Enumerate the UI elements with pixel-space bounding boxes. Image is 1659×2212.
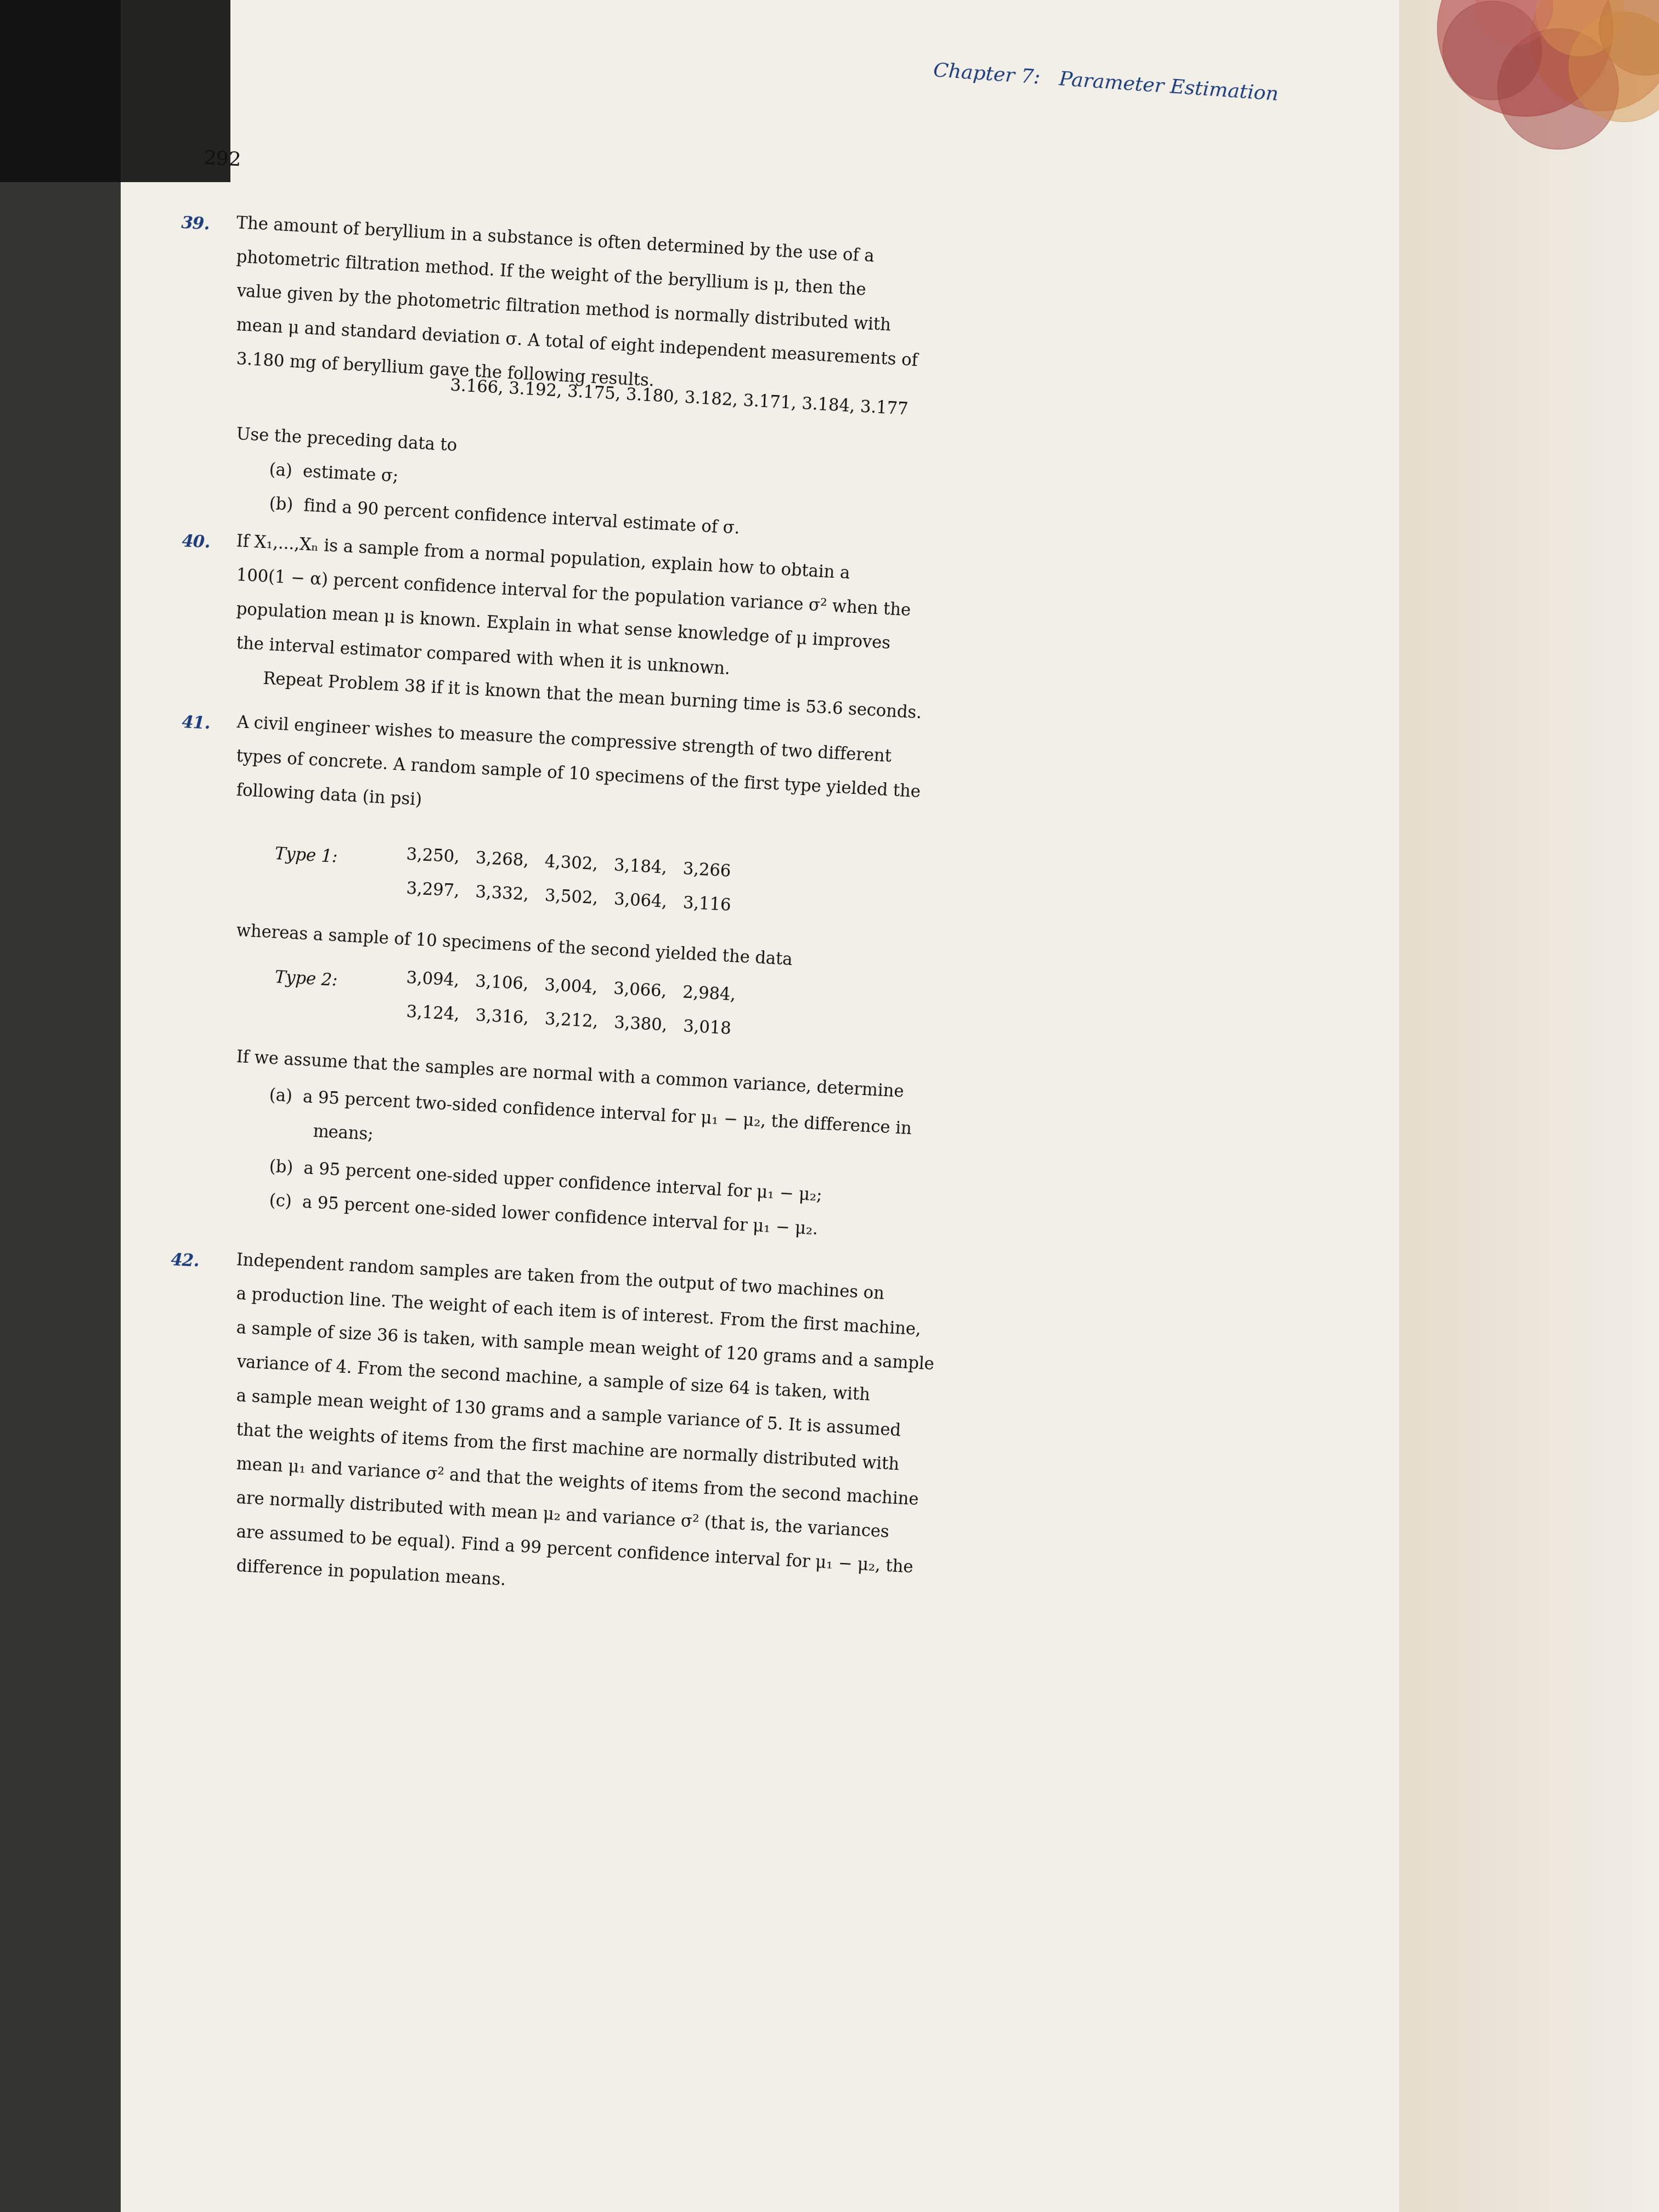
Text: 3,250,   3,268,   4,302,   3,184,   3,266: 3,250, 3,268, 4,302, 3,184, 3,266 <box>406 845 732 880</box>
Text: Independent random samples are taken from the output of two machines on: Independent random samples are taken fro… <box>236 1252 884 1303</box>
Bar <box>1627 0 1636 2212</box>
Bar <box>1425 0 1433 2212</box>
Text: 292: 292 <box>202 148 242 170</box>
Bar <box>1408 0 1417 2212</box>
Bar <box>0 0 121 2212</box>
Text: 100(1 − α) percent confidence interval for the population variance σ² when the: 100(1 − α) percent confidence interval f… <box>236 566 911 619</box>
Text: 42.: 42. <box>171 1252 201 1270</box>
Bar <box>1433 0 1443 2212</box>
Text: a sample of size 36 is taken, with sample mean weight of 120 grams and a sample: a sample of size 36 is taken, with sampl… <box>236 1321 934 1374</box>
Bar <box>1619 0 1627 2212</box>
Text: 40.: 40. <box>181 533 211 551</box>
Text: If we assume that the samples are normal with a common variance, determine: If we assume that the samples are normal… <box>236 1048 904 1102</box>
Bar <box>1574 0 1583 2212</box>
Bar <box>1478 0 1486 2212</box>
Bar <box>1644 0 1654 2212</box>
Circle shape <box>1443 0 1541 100</box>
Bar <box>0 0 231 181</box>
Bar <box>1548 0 1556 2212</box>
Bar <box>1654 0 1659 2212</box>
Text: The amount of beryllium in a substance is often determined by the use of a: The amount of beryllium in a substance i… <box>236 215 874 265</box>
Bar <box>1486 0 1495 2212</box>
Text: Use the preceding data to: Use the preceding data to <box>236 427 458 456</box>
Circle shape <box>1498 29 1619 148</box>
Bar <box>1521 0 1531 2212</box>
Text: photometric filtration method. If the weight of the beryllium is μ, then the: photometric filtration method. If the we… <box>236 250 866 299</box>
Circle shape <box>1569 11 1659 122</box>
Text: types of concrete. A random sample of 10 specimens of the first type yielded the: types of concrete. A random sample of 10… <box>236 748 921 801</box>
Text: A civil engineer wishes to measure the compressive strength of two different: A civil engineer wishes to measure the c… <box>236 714 893 765</box>
Circle shape <box>1536 0 1624 55</box>
Text: variance of 4. From the second machine, a sample of size 64 is taken, with: variance of 4. From the second machine, … <box>236 1354 871 1405</box>
Text: value given by the photometric filtration method is normally distributed with: value given by the photometric filtratio… <box>236 283 891 334</box>
Bar <box>1452 0 1460 2212</box>
Text: that the weights of items from the first machine are normally distributed with: that the weights of items from the first… <box>236 1422 899 1473</box>
Text: a sample mean weight of 130 grams and a sample variance of 5. It is assumed: a sample mean weight of 130 grams and a … <box>236 1387 901 1440</box>
Text: means;: means; <box>312 1124 375 1144</box>
Bar <box>1609 0 1619 2212</box>
Bar <box>1540 0 1548 2212</box>
Text: If X₁,...,Xₙ is a sample from a normal population, explain how to obtain a: If X₁,...,Xₙ is a sample from a normal p… <box>236 533 851 582</box>
Bar <box>1495 0 1505 2212</box>
Text: 3.166, 3.192, 3.175, 3.180, 3.182, 3.171, 3.184, 3.177: 3.166, 3.192, 3.175, 3.180, 3.182, 3.171… <box>450 376 909 418</box>
Bar <box>1593 0 1601 2212</box>
Text: 41.: 41. <box>181 714 211 732</box>
Bar <box>1566 0 1574 2212</box>
Text: whereas a sample of 10 specimens of the second yielded the data: whereas a sample of 10 specimens of the … <box>236 922 793 969</box>
Text: following data (in psi): following data (in psi) <box>236 783 423 810</box>
Circle shape <box>1599 0 1659 75</box>
Text: (c)  a 95 percent one-sided lower confidence interval for μ₁ − μ₂.: (c) a 95 percent one-sided lower confide… <box>269 1192 818 1239</box>
Text: 3,297,   3,332,   3,502,   3,064,   3,116: 3,297, 3,332, 3,502, 3,064, 3,116 <box>406 880 732 914</box>
Text: 3,094,   3,106,   3,004,   3,066,   2,984,: 3,094, 3,106, 3,004, 3,066, 2,984, <box>406 969 737 1004</box>
Text: the interval estimator compared with when it is unknown.: the interval estimator compared with whe… <box>236 635 730 679</box>
Text: Chapter 7:   Parameter Estimation: Chapter 7: Parameter Estimation <box>932 62 1279 104</box>
Text: are assumed to be equal). Find a 99 percent confidence interval for μ₁ − μ₂, the: are assumed to be equal). Find a 99 perc… <box>236 1524 914 1577</box>
Text: are normally distributed with mean μ₂ and variance σ² (that is, the variances: are normally distributed with mean μ₂ an… <box>236 1491 889 1542</box>
Text: population mean μ is known. Explain in what sense knowledge of μ improves: population mean μ is known. Explain in w… <box>236 602 891 653</box>
Text: difference in population means.: difference in population means. <box>236 1557 506 1588</box>
Bar <box>1556 0 1566 2212</box>
Text: 39.: 39. <box>181 215 211 234</box>
Text: 3.180 mg of beryllium gave the following results.: 3.180 mg of beryllium gave the following… <box>236 352 655 389</box>
Bar <box>1470 0 1478 2212</box>
Bar <box>1601 0 1609 2212</box>
Circle shape <box>1477 0 1553 44</box>
Bar <box>1399 0 1408 2212</box>
Text: (a)  estimate σ;: (a) estimate σ; <box>269 462 398 487</box>
Text: Type 1:: Type 1: <box>274 845 338 867</box>
Text: mean μ₁ and variance σ² and that the weights of items from the second machine: mean μ₁ and variance σ² and that the wei… <box>236 1455 919 1509</box>
Bar <box>1505 0 1513 2212</box>
Bar <box>1460 0 1470 2212</box>
Text: mean μ and standard deviation σ. A total of eight independent measurements of: mean μ and standard deviation σ. A total… <box>236 316 917 369</box>
Circle shape <box>1531 0 1659 111</box>
Bar <box>1583 0 1593 2212</box>
Circle shape <box>1437 0 1613 117</box>
Text: Repeat Problem 38 if it is known that the mean burning time is 53.6 seconds.: Repeat Problem 38 if it is known that th… <box>236 670 922 721</box>
Bar <box>1443 0 1452 2212</box>
Text: a production line. The weight of each item is of interest. From the first machin: a production line. The weight of each it… <box>236 1285 921 1338</box>
Bar <box>1636 0 1644 2212</box>
Bar <box>1531 0 1540 2212</box>
Text: (b)  find a 90 percent confidence interval estimate of σ.: (b) find a 90 percent confidence interva… <box>269 495 740 538</box>
Text: (b)  a 95 percent one-sided upper confidence interval for μ₁ − μ₂;: (b) a 95 percent one-sided upper confide… <box>269 1159 823 1206</box>
Bar <box>1513 0 1521 2212</box>
Bar <box>1417 0 1425 2212</box>
Text: 3,124,   3,316,   3,212,   3,380,   3,018: 3,124, 3,316, 3,212, 3,380, 3,018 <box>406 1004 732 1037</box>
Text: Type 2:: Type 2: <box>274 969 338 989</box>
Text: (a)  a 95 percent two-sided confidence interval for μ₁ − μ₂, the difference in: (a) a 95 percent two-sided confidence in… <box>269 1088 912 1139</box>
